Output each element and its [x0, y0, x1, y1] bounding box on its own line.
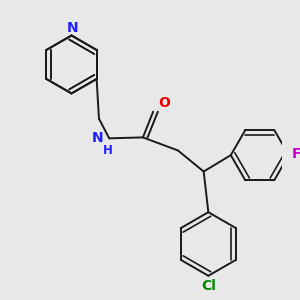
Text: H: H [103, 144, 113, 157]
Text: N: N [92, 131, 103, 145]
Text: Cl: Cl [201, 279, 216, 292]
Text: O: O [158, 96, 170, 110]
Text: F: F [292, 147, 300, 161]
Text: N: N [67, 20, 78, 34]
